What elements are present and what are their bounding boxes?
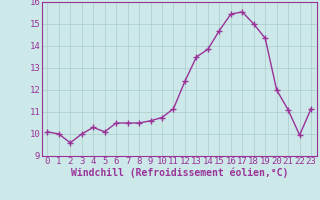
X-axis label: Windchill (Refroidissement éolien,°C): Windchill (Refroidissement éolien,°C) — [70, 168, 288, 178]
